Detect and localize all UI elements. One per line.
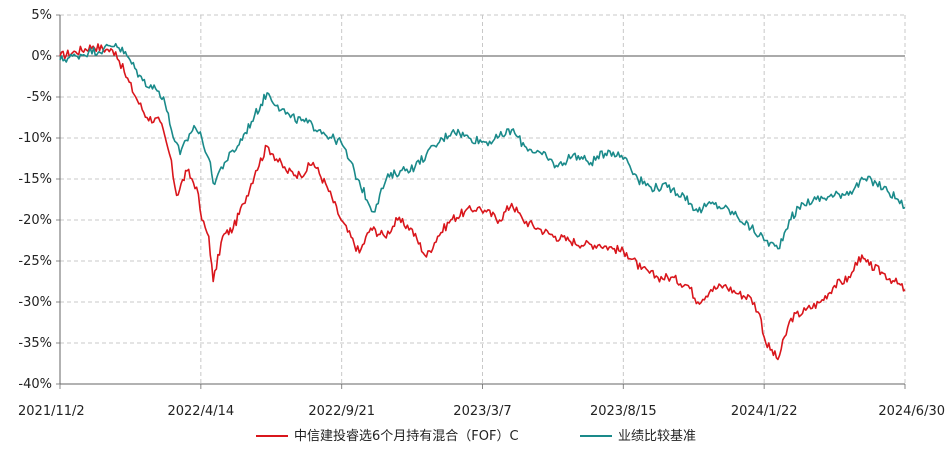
y-tick-label: -15% — [18, 172, 52, 187]
y-tick-label: 0% — [31, 49, 52, 64]
x-tick-label: 2021/11/2 — [18, 404, 85, 419]
x-tick-label: 2024/6/30 — [878, 404, 945, 419]
x-tick-label: 2023/8/15 — [590, 404, 657, 419]
tick-labels: 5% 0% -5% -10% -15% -20% -25% -30% -35% -40% 2021/… — [18, 8, 945, 419]
grid-lines — [59, 14, 906, 384]
x-tick-label: 2022/4/14 — [167, 404, 234, 419]
x-tick-label: 2024/1/22 — [731, 404, 798, 419]
y-tick-label: -10% — [18, 131, 52, 146]
y-tick-label: -35% — [18, 336, 52, 351]
x-tick-label: 2023/3/7 — [453, 404, 511, 419]
legend-label: 中信建投睿选6个月持有混合（FOF）C — [294, 428, 519, 444]
y-tick-label: -40% — [18, 377, 52, 392]
y-tick-label: -5% — [27, 90, 52, 105]
series-lines — [59, 42, 906, 361]
y-tick-label: -20% — [18, 213, 52, 228]
legend: 中信建投睿选6个月持有混合（FOF）C 业绩比较基准 — [256, 428, 696, 444]
series-line-1 — [59, 43, 906, 361]
x-tick-label: 2022/9/21 — [308, 404, 375, 419]
y-tick-label: 5% — [31, 8, 52, 23]
legend-label: 业绩比较基准 — [618, 429, 696, 444]
series-line-2 — [59, 42, 906, 250]
axes — [56, 14, 906, 389]
y-tick-label: -25% — [18, 254, 52, 269]
y-tick-label: -30% — [18, 295, 52, 310]
